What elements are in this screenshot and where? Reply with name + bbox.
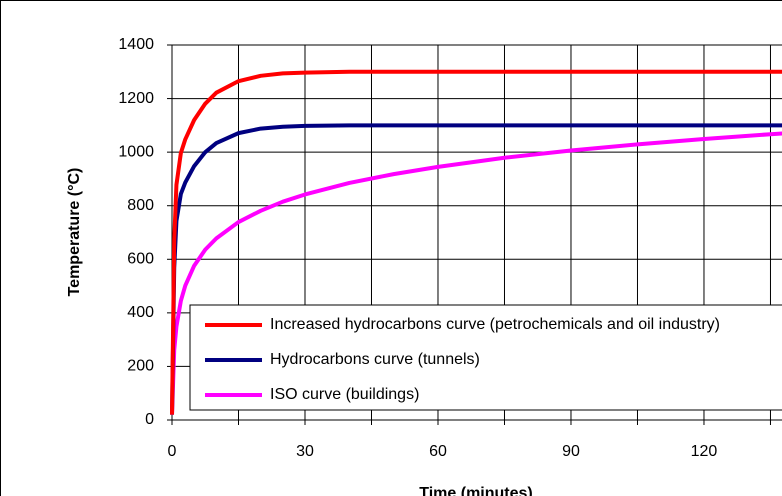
x-tick-label: 90 [562, 443, 580, 460]
legend-label: Increased hydrocarbons curve (petrochemi… [270, 316, 720, 333]
series-line [170, 131, 782, 415]
y-tick-label: 400 [127, 304, 154, 321]
legend-label: ISO curve (buildings) [270, 386, 419, 403]
y-tick-label: 1000 [118, 143, 154, 160]
y-tick-label: 1200 [118, 90, 154, 107]
x-tick-label: 0 [168, 443, 177, 460]
y-axis-label: Temperature (°C) [66, 168, 83, 297]
y-tick-label: 200 [127, 358, 154, 375]
legend-box [189, 304, 782, 411]
y-tick-label: 0 [145, 411, 154, 428]
x-tick-label: 60 [429, 443, 447, 460]
x-tick-label: 120 [691, 443, 718, 460]
y-tick-label: 600 [127, 251, 154, 268]
legend-label: Hydrocarbons curve (tunnels) [270, 351, 480, 368]
x-tick-label: 30 [296, 443, 314, 460]
y-tick-label: 800 [127, 197, 154, 214]
x-axis-label: Time (minutes) [419, 485, 533, 496]
series-line [170, 69, 782, 415]
series-line [170, 123, 782, 415]
y-tick-label: 1400 [118, 36, 154, 53]
